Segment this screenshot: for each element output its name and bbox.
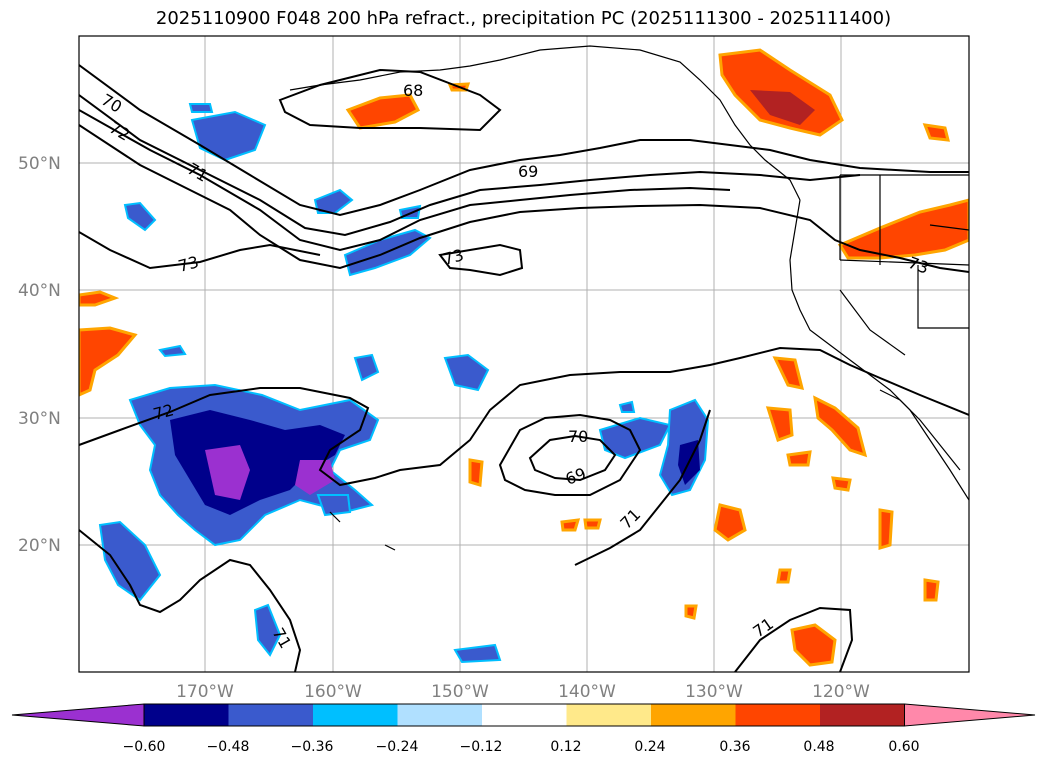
colorbar-tick-label: −0.36 (291, 739, 334, 755)
colorbar-tick-label: 0.12 (550, 739, 581, 755)
lon-label: 120°W (812, 682, 870, 702)
lon-label: 170°W (176, 682, 234, 702)
lat-label: 50°N (18, 154, 61, 174)
lon-label: 150°W (431, 682, 489, 702)
colorbar-segment (313, 704, 398, 726)
colorbar-segment (482, 704, 567, 726)
contour-label: 73 (441, 245, 466, 269)
colorbar-tick-label: 0.36 (719, 739, 750, 755)
coastlines (289, 45, 969, 551)
lon-label: 160°W (304, 682, 362, 702)
colorbar-tick-label: −0.60 (123, 739, 166, 755)
colorbar-tick-label: −0.24 (376, 739, 419, 755)
longitude-labels: 170°W 160°W 150°W 140°W 130°W 120°W (176, 682, 870, 702)
colorbar-segment (144, 704, 229, 726)
colorbar-tick-label: −0.12 (460, 739, 503, 755)
contour-label: 69 (518, 162, 538, 181)
map-title: 2025110900 F048 200 hPa refract., precip… (155, 8, 892, 29)
lat-label: 20°N (18, 536, 61, 556)
map-frame (78, 35, 970, 673)
colorbar-tick-labels: −0.60 −0.48 −0.36 −0.24 −0.12 0.12 0.24 … (123, 739, 920, 755)
contour-label: 70 (568, 427, 588, 446)
colorbar-segment (651, 704, 736, 726)
lon-label: 130°W (685, 682, 743, 702)
contour-label: 73 (176, 252, 201, 276)
colorbar-tick-label: 0.48 (803, 739, 834, 755)
negative-pc-areas (98, 103, 710, 664)
colorbar-tick-label: 0.24 (634, 739, 665, 755)
lat-label: 40°N (18, 281, 61, 301)
colorbar-segment (397, 704, 483, 726)
colorbar-extend-max (904, 703, 1036, 727)
colorbar-segment (820, 704, 905, 726)
colorbar (11, 703, 1036, 727)
colorbar-segment (566, 704, 652, 726)
colorbar-extend-min (11, 703, 145, 727)
contour-lines (79, 64, 969, 672)
colorbar-frame (143, 703, 905, 727)
colorbar-segment (735, 704, 821, 726)
colorbar-segment (228, 704, 314, 726)
lon-label: 140°W (558, 682, 616, 702)
positive-pc-areas (79, 48, 969, 667)
latitude-labels: 50°N 40°N 30°N 20°N (18, 154, 61, 556)
colorbar-tick-label: 0.60 (888, 739, 919, 755)
contour-label: 72 (151, 400, 176, 424)
colorbar-tick-label: −0.48 (207, 739, 250, 755)
contour-label: 68 (403, 81, 423, 100)
lat-label: 30°N (18, 409, 61, 429)
